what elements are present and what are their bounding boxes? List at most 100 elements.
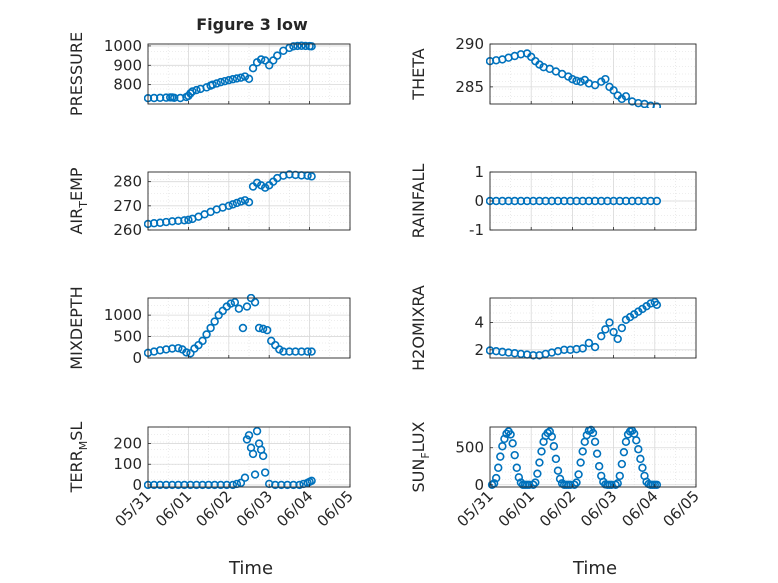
data-point bbox=[250, 298, 260, 307]
data-point bbox=[248, 449, 258, 459]
y-tick-label: 4 bbox=[474, 314, 484, 332]
data-point bbox=[242, 302, 252, 311]
data-point bbox=[256, 55, 266, 64]
y-axis-label: H2OMIXRA bbox=[409, 285, 428, 371]
data-point bbox=[216, 77, 225, 87]
data-point bbox=[572, 76, 581, 86]
data-point bbox=[621, 437, 631, 447]
data-point bbox=[617, 459, 627, 469]
data-point bbox=[202, 330, 211, 339]
y-axis-label: MIXDEPTH bbox=[67, 286, 86, 369]
data-point bbox=[496, 452, 505, 461]
subplot-air_temp: 260 270 280 AIRTEMP bbox=[67, 167, 351, 239]
data-point bbox=[652, 196, 662, 206]
data-point bbox=[578, 447, 587, 456]
data-point bbox=[258, 451, 268, 461]
data-point bbox=[570, 480, 579, 489]
data-point bbox=[232, 74, 242, 83]
data-point bbox=[228, 480, 238, 490]
y-tick-label: 800 bbox=[113, 76, 142, 94]
data-point bbox=[553, 466, 563, 475]
data-point bbox=[307, 172, 316, 181]
data-point bbox=[252, 426, 262, 436]
data-series bbox=[486, 49, 662, 108]
subplot-rainfall: -1 0 1 RAINFALL bbox=[409, 163, 697, 239]
data-series bbox=[144, 426, 316, 490]
data-point bbox=[555, 474, 565, 484]
data-point bbox=[502, 429, 511, 438]
data-point bbox=[303, 347, 312, 356]
data-point bbox=[498, 442, 507, 451]
y-tick-label: 1000 bbox=[104, 37, 142, 55]
data-point bbox=[500, 434, 509, 444]
data-point bbox=[180, 216, 189, 225]
data-point bbox=[297, 41, 306, 50]
data-point bbox=[242, 435, 252, 444]
y-axis-label: RAINFALL bbox=[409, 164, 428, 239]
data-point bbox=[228, 75, 238, 84]
axes-frame bbox=[489, 43, 697, 105]
data-point bbox=[265, 61, 274, 70]
data-point bbox=[295, 480, 304, 490]
data-point bbox=[230, 298, 240, 307]
axes-frame bbox=[147, 426, 351, 488]
data-point bbox=[244, 198, 254, 207]
data-point bbox=[184, 215, 193, 225]
data-point bbox=[188, 87, 197, 96]
data-point bbox=[632, 436, 641, 445]
data-point bbox=[615, 471, 624, 481]
data-point bbox=[248, 63, 258, 73]
data-point bbox=[609, 86, 618, 95]
y-tick-label: 290 bbox=[455, 35, 484, 53]
data-point bbox=[592, 449, 602, 458]
data-point bbox=[240, 473, 250, 482]
data-point bbox=[529, 480, 538, 489]
subplot-mixdepth: 0 500 1000 MIXDEPTH bbox=[67, 286, 351, 370]
data-point bbox=[226, 299, 236, 308]
data-point bbox=[514, 473, 524, 482]
data-point bbox=[588, 428, 598, 438]
data-point bbox=[192, 85, 201, 95]
data-series bbox=[486, 297, 662, 360]
axes-frame bbox=[489, 426, 697, 488]
y-tick-label: 500 bbox=[455, 439, 484, 457]
data-point bbox=[576, 458, 585, 467]
y-tick-label: 280 bbox=[113, 173, 142, 191]
data-point bbox=[234, 304, 244, 313]
data-series bbox=[144, 294, 316, 358]
data-point bbox=[220, 76, 229, 86]
subplot-h2omixra: 2 4 H2OMIXRA bbox=[409, 285, 697, 371]
axes-frame bbox=[147, 297, 351, 359]
data-point bbox=[254, 323, 264, 333]
data-point bbox=[617, 323, 627, 333]
y-tick-label: 260 bbox=[113, 221, 142, 239]
subplot-theta: 285 290 THETA bbox=[409, 35, 697, 108]
data-point bbox=[307, 347, 316, 356]
y-axis-label: THETA bbox=[409, 48, 428, 100]
data-point bbox=[597, 331, 606, 341]
data-point bbox=[568, 74, 577, 84]
data-point bbox=[526, 52, 536, 62]
data-point bbox=[652, 480, 662, 489]
data-point bbox=[285, 43, 294, 53]
y-tick-label: 1 bbox=[474, 163, 484, 181]
y-tick-label: -1 bbox=[469, 221, 484, 239]
data-point bbox=[236, 478, 246, 488]
x-axis-label: Time bbox=[228, 558, 273, 579]
data-point bbox=[260, 56, 270, 65]
data-point bbox=[510, 450, 519, 460]
data-point bbox=[289, 42, 298, 51]
y-tick-label: 0 bbox=[132, 476, 142, 494]
data-point bbox=[590, 80, 600, 90]
data-point bbox=[240, 196, 250, 205]
x-axis-label: Time bbox=[572, 558, 617, 579]
data-point bbox=[269, 56, 278, 65]
y-axis-label: SUNFLUX bbox=[409, 421, 432, 492]
data-point bbox=[574, 470, 583, 479]
data-point bbox=[236, 197, 246, 206]
data-point bbox=[619, 447, 629, 457]
data-point bbox=[506, 430, 515, 439]
figure-title: Figure 3 low bbox=[196, 15, 308, 34]
data-point bbox=[208, 80, 217, 89]
